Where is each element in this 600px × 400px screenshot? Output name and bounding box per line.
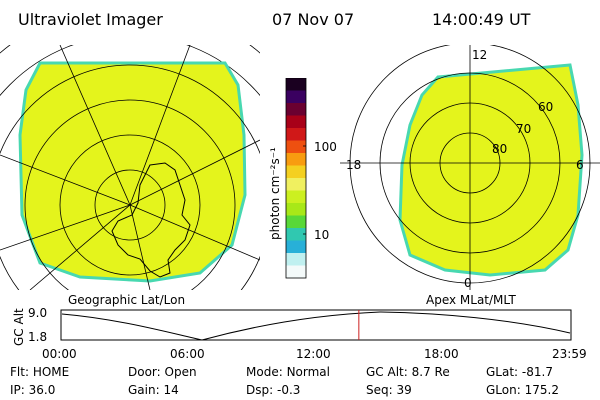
geographic-map-panel (0, 45, 260, 290)
right-panel-label: Apex MLat/MLT (426, 293, 516, 307)
mlt-label-dusk: 18 (346, 158, 361, 172)
coastline (111, 162, 191, 278)
colorbar-segment (286, 103, 306, 116)
colorbar-segment (286, 228, 306, 241)
colorbar-segment (286, 178, 306, 191)
altitude-timeline (60, 309, 572, 341)
grid-circle (59, 134, 201, 276)
colorbar-tick: 10 (314, 228, 330, 242)
grid-circle (24, 99, 236, 290)
status-seq: Seq: 39 (366, 383, 412, 397)
mlat-mlt-panel: 12 18 6 0 60 70 80 (340, 45, 600, 290)
header-date: 07 Nov 07 (272, 10, 355, 29)
left-panel-label: Geographic Lat/Lon (68, 293, 186, 307)
colorbar-segment (286, 115, 306, 129)
colorbar-segment (286, 240, 306, 254)
altitude-curve (61, 311, 571, 341)
auroral-image (398, 63, 584, 277)
status-glat: GLat: -81.7 (486, 365, 553, 379)
page-title: Ultraviolet Imager (18, 10, 163, 29)
status-gc-alt: GC Alt: 8.7 Re (366, 365, 450, 379)
colorbar-segment (286, 165, 306, 179)
colorbar-segment (286, 140, 306, 154)
status-flt: Flt: HOME (10, 365, 70, 379)
colorbar-segment (286, 253, 306, 266)
mlt-label-midnight: 0 (464, 276, 472, 290)
colorbar-unit-label: photon cm⁻²s⁻¹ (268, 147, 282, 240)
colorbar-segment (286, 90, 306, 104)
auroral-image (18, 61, 247, 283)
status-ip: IP: 36.0 (10, 383, 56, 397)
header-time: 14:00:49 UT (432, 10, 531, 29)
timeline-ytick: 9.0 (28, 306, 48, 320)
status-door: Door: Open (128, 365, 197, 379)
mlt-label-dawn: 6 (576, 158, 584, 172)
mlat-label: 70 (516, 122, 531, 136)
status-mode: Mode: Normal (246, 365, 330, 379)
mlat-label: 60 (538, 100, 553, 114)
grid-circle (94, 169, 166, 241)
colorbar-segment (286, 78, 306, 91)
status-gain: Gain: 14 (128, 383, 179, 397)
timeline-xtick: 06:00 (170, 347, 205, 361)
status-dsp: Dsp: -0.3 (246, 383, 301, 397)
timeline-xtick: 18:00 (424, 347, 459, 361)
timeline-xtick: 23:59 (552, 347, 587, 361)
colorbar-segment (286, 190, 306, 204)
timeline-ytick: 1.8 (28, 330, 48, 344)
grid-circle (0, 64, 260, 290)
colorbar-tick: 100 (314, 140, 337, 154)
timeline-xtick: 00:00 (42, 347, 77, 361)
status-glon: GLon: 175.2 (486, 383, 559, 397)
colorbar (285, 78, 307, 279)
colorbar-segment (286, 128, 306, 141)
colorbar-segment (286, 203, 306, 216)
timeline-xtick: 12:00 (296, 347, 331, 361)
mlat-label: 80 (492, 142, 507, 156)
colorbar-segment (286, 265, 306, 279)
mlt-label-noon: 12 (472, 48, 487, 62)
colorbar-segment (286, 153, 306, 166)
timeline-ylabel: GC Alt (12, 308, 26, 346)
colorbar-segment (286, 215, 306, 229)
meridian-lines (0, 45, 260, 290)
